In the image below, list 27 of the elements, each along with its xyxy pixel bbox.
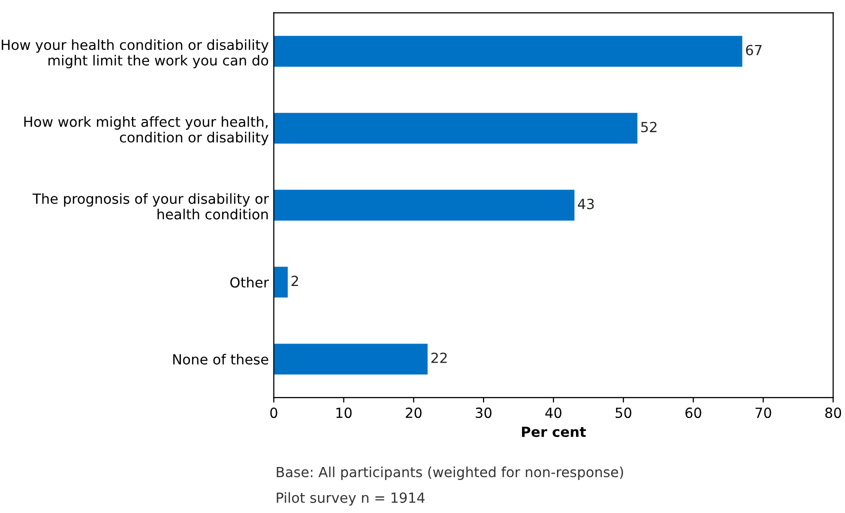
x-tick-label: 50 [616,408,632,418]
bar [274,266,288,298]
x-tick-label: 20 [406,408,422,418]
x-tick-label: 40 [545,408,562,418]
x-tick-label: 60 [685,408,702,418]
bar [274,344,428,374]
y-tick-label: How your health condition or disability might limit the work you can do [2,39,269,68]
bar [274,190,574,221]
x-tick-label: 0 [270,408,278,418]
x-tick-label: 70 [756,408,772,418]
data-label: 22 [431,352,447,363]
x-tick-label: 10 [336,408,352,418]
text: Base: All participants (weighted for non-response) [276,466,624,480]
y-tick-label: Other [230,276,269,288]
y-tick-label: The prognosis of your disability or health condition [32,193,269,220]
data-label: 2 [292,276,298,286]
data-label: 52 [641,122,656,132]
y-tick-label: How work might affect your health, condition or disability [24,116,269,146]
x-tick-label: 30 [476,408,492,418]
x-axis-title: Per cent [522,426,586,438]
data-label: 67 [746,44,762,56]
bar [274,112,638,144]
y-tick-label: None of these [173,354,268,365]
data-label: 43 [578,198,594,210]
x-tick-label: 80 [825,408,842,418]
text: Pilot survey n = 1914 [276,492,425,506]
bar [274,36,742,67]
